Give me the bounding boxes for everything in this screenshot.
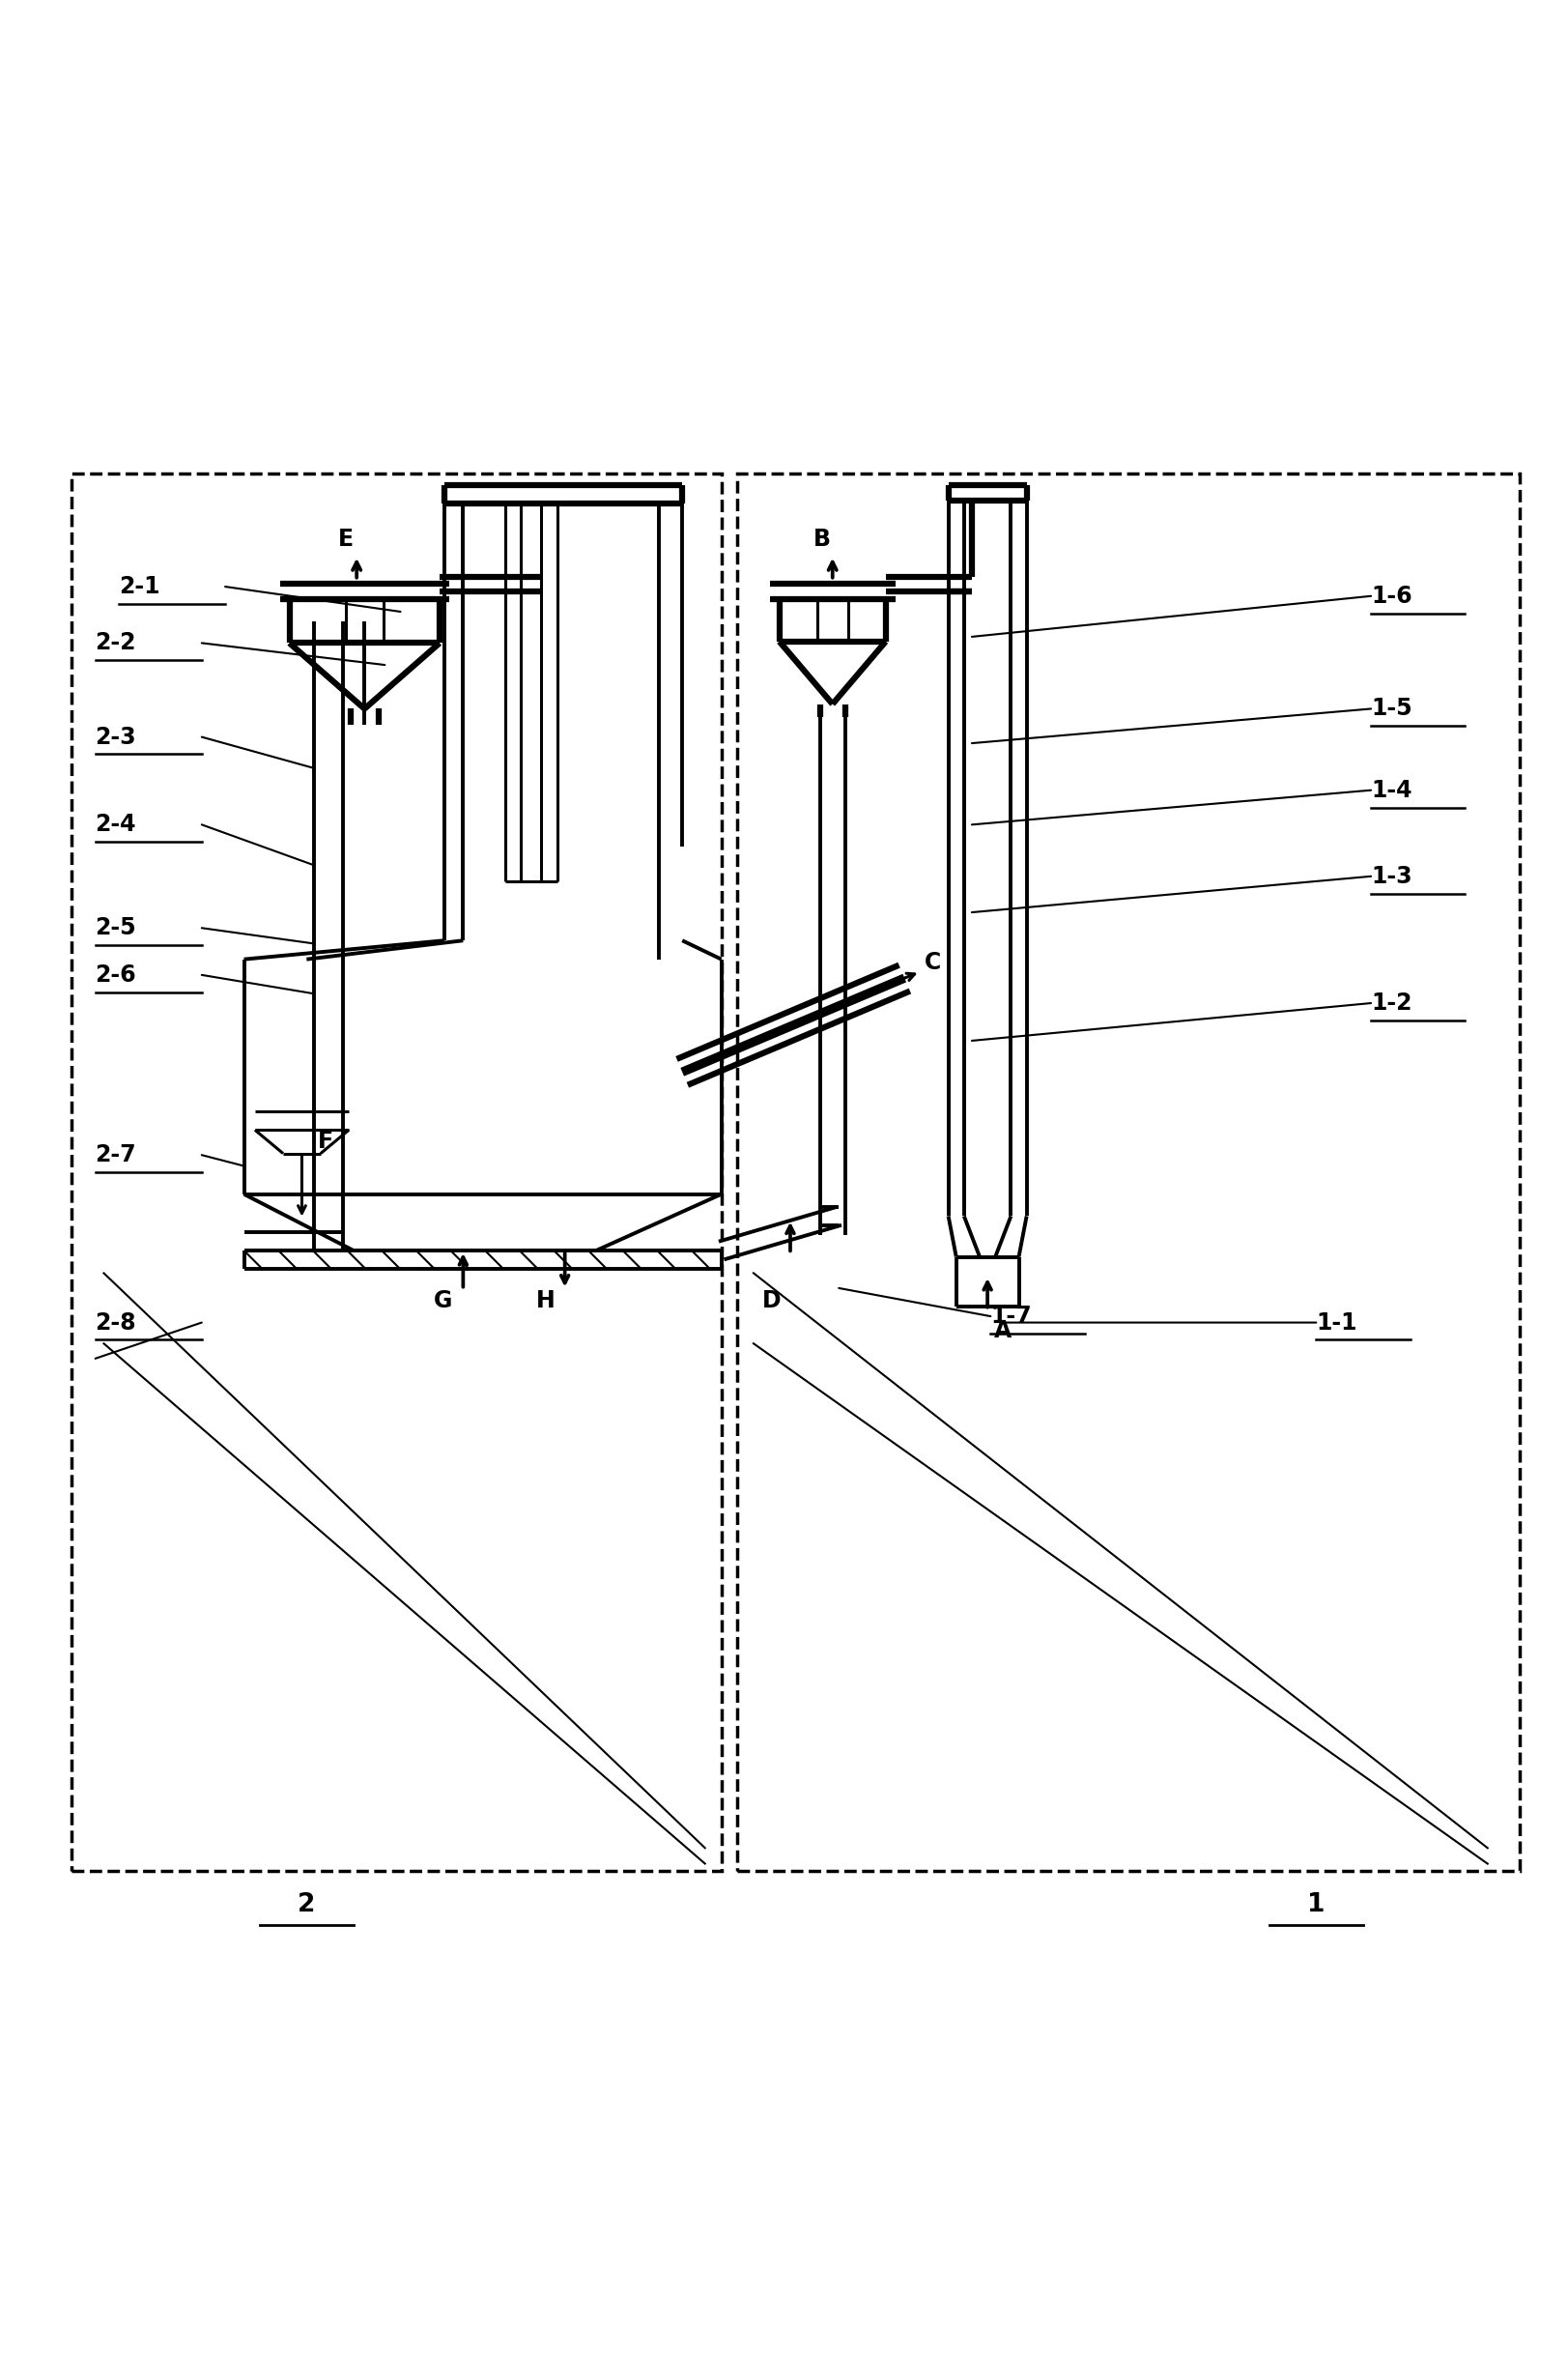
- Text: 1-2: 1-2: [1370, 992, 1413, 1016]
- Text: 2-1: 2-1: [119, 575, 160, 599]
- Text: 2-5: 2-5: [96, 917, 136, 940]
- Text: C: C: [925, 950, 941, 973]
- Text: 1-7: 1-7: [991, 1306, 1032, 1327]
- Text: 1-1: 1-1: [1316, 1310, 1358, 1334]
- Text: 2-6: 2-6: [96, 964, 136, 988]
- Bar: [72, 474, 721, 1871]
- Text: G: G: [433, 1289, 452, 1313]
- Text: H: H: [536, 1289, 555, 1313]
- Text: 1: 1: [1308, 1893, 1325, 1919]
- Text: 2: 2: [298, 1893, 315, 1919]
- Text: 1-3: 1-3: [1370, 865, 1413, 889]
- Text: 1-4: 1-4: [1370, 778, 1413, 801]
- Text: 1-6: 1-6: [1370, 585, 1413, 608]
- Text: A: A: [994, 1320, 1011, 1341]
- Text: D: D: [762, 1289, 781, 1313]
- Text: 2-2: 2-2: [96, 632, 136, 655]
- Text: 2-3: 2-3: [96, 726, 136, 750]
- Text: 1-5: 1-5: [1370, 698, 1413, 721]
- Text: B: B: [812, 528, 831, 552]
- Text: E: E: [339, 528, 353, 552]
- Text: 2-4: 2-4: [96, 813, 136, 837]
- Text: F: F: [318, 1129, 332, 1153]
- Bar: [737, 474, 1519, 1871]
- Text: 2-7: 2-7: [96, 1143, 136, 1167]
- Text: 2-8: 2-8: [96, 1310, 136, 1334]
